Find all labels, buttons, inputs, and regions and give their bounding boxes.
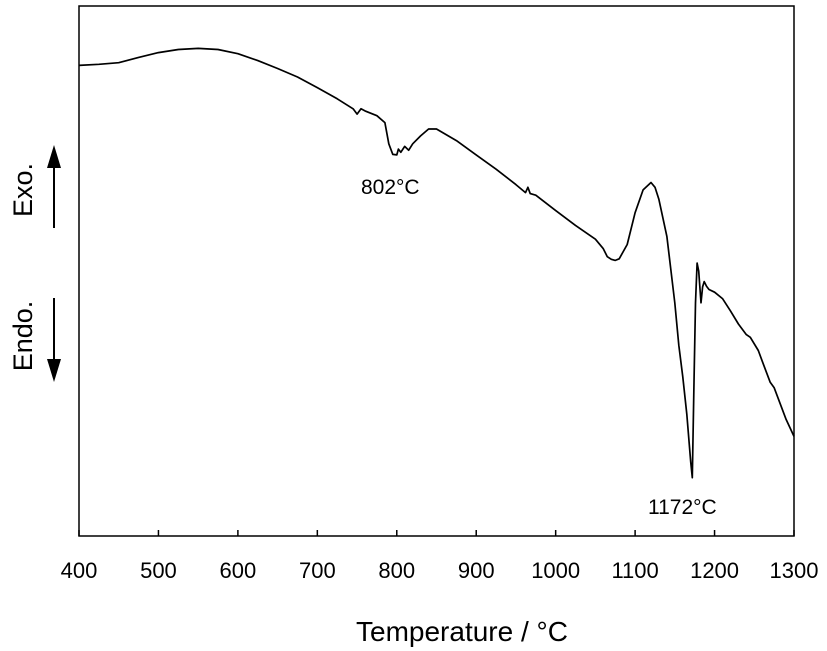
annotation-1172: 1172°C (648, 496, 717, 519)
annotation-802: 802°C (361, 176, 420, 199)
x-tick-label-600: 600 (220, 558, 257, 583)
x-axis-tick-labels: 400 500 600 700 800 900 1000 1100 1200 1300 (61, 558, 819, 583)
x-tick-label-1200: 1200 (690, 558, 739, 583)
x-tick-label-800: 800 (378, 558, 415, 583)
plot-frame (78, 5, 795, 537)
endo-label: Endo. (8, 301, 38, 372)
x-tick-label-1300: 1300 (770, 558, 819, 583)
exo-arrowhead-icon (47, 145, 61, 168)
endo-arrowhead-icon (47, 359, 61, 382)
x-tick-label-900: 900 (458, 558, 495, 583)
series-line (78, 47, 795, 479)
x-tick-label-700: 700 (299, 558, 336, 583)
x-axis-ticks (78, 530, 795, 536)
exo-label: Exo. (8, 163, 38, 217)
x-axis-label: Temperature / °C (356, 616, 568, 647)
x-tick-label-1000: 1000 (531, 558, 580, 583)
x-tick-label-400: 400 (61, 558, 98, 583)
x-tick-label-1100: 1100 (611, 558, 658, 583)
x-tick-label-500: 500 (140, 558, 177, 583)
